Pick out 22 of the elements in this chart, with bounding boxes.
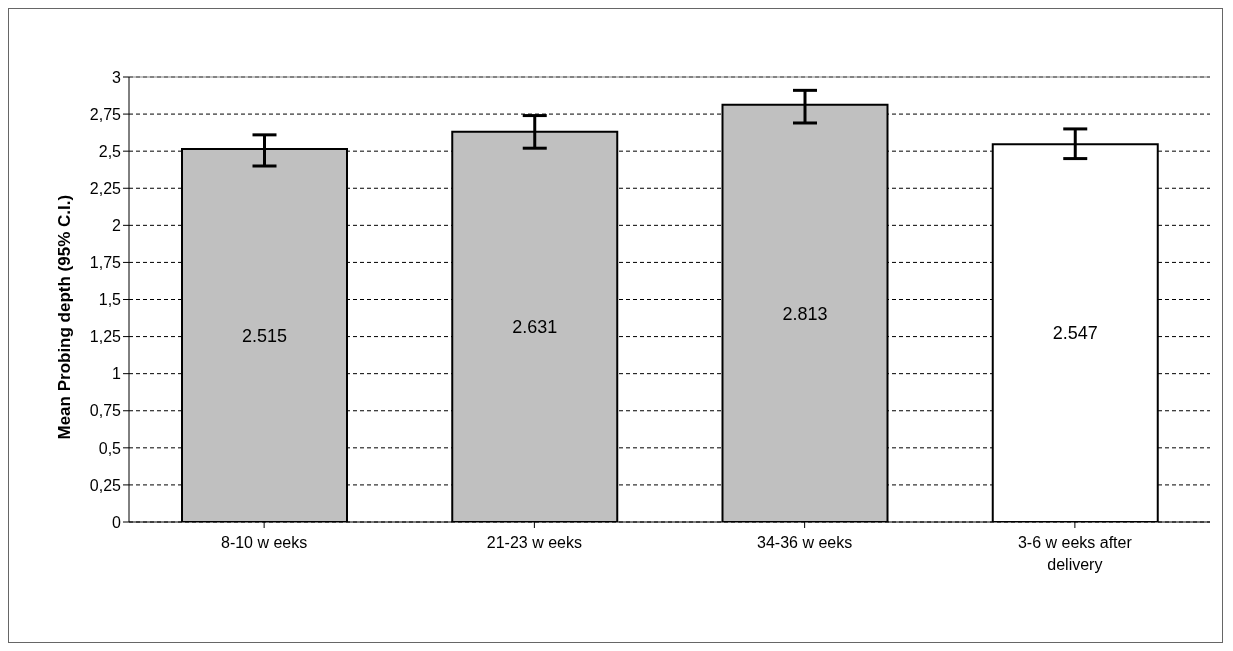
y-tick-label: 1,25 <box>89 328 122 346</box>
x-tick-label: 34-36 w eeks <box>757 534 853 551</box>
y-tick-label: 2,5 <box>98 142 122 160</box>
y-tick-label: 1,75 <box>89 254 122 272</box>
data-label: 2.813 <box>782 303 828 324</box>
x-tick-label: 8-10 w eeks <box>220 534 308 551</box>
x-tick-label: 21-23 w eeks <box>486 534 582 551</box>
y-tick-label: 2,25 <box>89 179 122 197</box>
data-label: 2.631 <box>512 317 558 338</box>
y-axis-title: Mean Probing depth (95% C.I.) <box>55 194 75 440</box>
y-tick-label: 2,75 <box>89 105 122 123</box>
x-tick-label: 3-6 w eeks after delivery <box>1017 534 1133 573</box>
y-tick-label: 3 <box>112 68 122 86</box>
y-tick-label: 0 <box>112 513 122 531</box>
data-label: 2.515 <box>241 325 288 346</box>
data-label: 2.547 <box>1052 323 1098 344</box>
y-tick-label: 0,25 <box>89 476 122 494</box>
y-tick-label: 2 <box>112 217 122 235</box>
y-tick-label: 0,5 <box>98 439 122 457</box>
y-tick-label: 0,75 <box>89 402 122 420</box>
y-tick-label: 1,5 <box>98 291 122 309</box>
y-tick-label: 1 <box>112 365 122 383</box>
